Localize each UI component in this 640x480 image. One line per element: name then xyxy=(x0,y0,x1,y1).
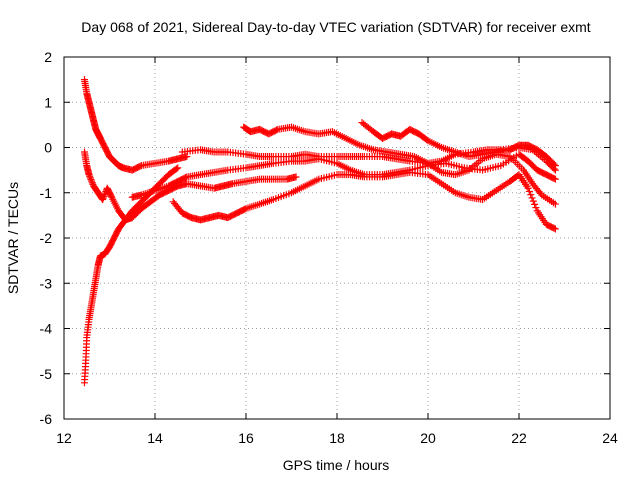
data-series xyxy=(80,76,559,387)
data-point xyxy=(551,200,559,208)
data-point xyxy=(99,194,107,202)
series-trace-3 xyxy=(80,164,182,387)
data-point xyxy=(525,187,533,195)
series-trace-1 xyxy=(80,76,191,174)
x-tick-label: 12 xyxy=(56,430,72,446)
axis-ticks xyxy=(63,56,611,420)
series-trace-8 xyxy=(358,119,559,170)
y-tick-label: 1 xyxy=(44,94,52,110)
data-point xyxy=(292,173,300,181)
data-point xyxy=(273,126,281,134)
data-point xyxy=(100,192,108,200)
data-point xyxy=(183,153,191,161)
data-point xyxy=(172,165,180,173)
y-tick-labels: -6 -5 -4 -3 -2 -1 0 1 2 xyxy=(40,49,53,427)
data-point xyxy=(182,174,190,182)
y-tick-label: -3 xyxy=(40,275,53,291)
y-tick-label: -4 xyxy=(40,321,53,337)
y-axis-label: SDTVAR / TECUs xyxy=(5,182,21,294)
data-point xyxy=(550,175,558,183)
y-tick-label: -1 xyxy=(40,185,53,201)
x-tick-label: 22 xyxy=(511,430,527,446)
data-point xyxy=(527,191,535,199)
data-point xyxy=(551,162,559,170)
x-tick-label: 14 xyxy=(147,430,163,446)
x-tick-label: 24 xyxy=(602,430,618,446)
data-point xyxy=(86,174,94,182)
y-tick-label: 0 xyxy=(44,140,52,156)
y-tick-label: 2 xyxy=(44,49,52,65)
data-point xyxy=(88,177,96,185)
data-point xyxy=(101,191,109,199)
series-trace-5 xyxy=(169,168,559,233)
x-tick-label: 18 xyxy=(329,430,345,446)
data-point xyxy=(524,184,532,192)
data-point xyxy=(531,200,539,208)
y-tick-label: -5 xyxy=(40,366,53,382)
data-point xyxy=(85,171,93,179)
data-point xyxy=(551,175,559,183)
x-tick-label: 16 xyxy=(238,430,254,446)
chart-title: Day 068 of 2021, Sidereal Day-to-day VTE… xyxy=(81,19,590,35)
data-point xyxy=(86,172,94,180)
data-point xyxy=(551,225,559,233)
data-point xyxy=(529,197,537,205)
y-tick-label: -6 xyxy=(40,411,53,427)
data-point xyxy=(174,164,182,172)
data-point xyxy=(532,204,540,212)
data-point xyxy=(88,179,96,187)
series-trace-7 xyxy=(240,123,559,208)
data-point xyxy=(87,175,95,183)
data-point xyxy=(107,192,115,200)
data-point xyxy=(528,194,536,202)
data-point xyxy=(241,205,249,213)
data-point xyxy=(550,160,558,168)
x-tick-label: 20 xyxy=(420,430,436,446)
y-tick-label: -2 xyxy=(40,230,53,246)
x-tick-labels: 12 14 16 18 20 22 24 xyxy=(56,430,618,446)
data-point xyxy=(550,224,558,232)
data-point xyxy=(136,162,144,170)
data-point xyxy=(99,196,107,204)
grid xyxy=(64,57,610,419)
x-axis-label: GPS time / hours xyxy=(283,457,390,473)
